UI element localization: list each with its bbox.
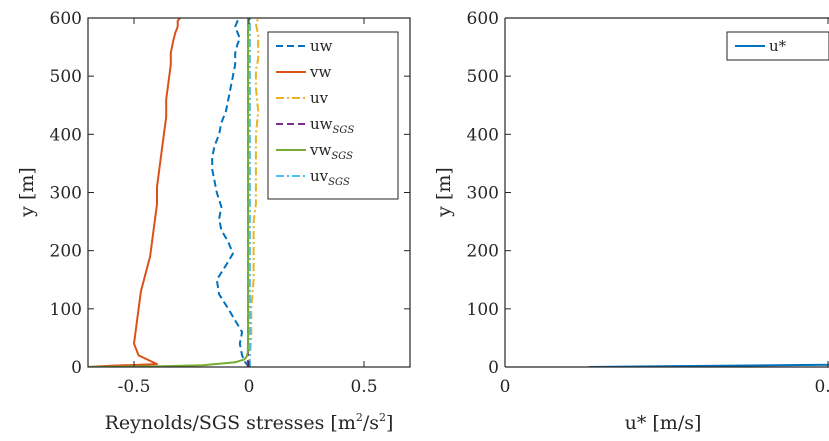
ustar-y-tick-label: 400: [467, 125, 499, 145]
stresses-chart: -0.5 0 0.5 0 100 200 300 400 500 600 y [m] Reynol…: [16, 9, 411, 434]
legend-label-u-star: u*: [769, 37, 787, 55]
series-line-vw: [88, 18, 181, 367]
stresses-legend: uw vw uv uwSGS vwSGS uvSGS: [267, 31, 399, 200]
ustar-y-tick-label: 100: [467, 300, 499, 320]
ustar-x-axis-label: u* [m/s]: [625, 412, 702, 434]
series-line-uv: [248, 18, 260, 367]
stresses-y-tick-label: 600: [50, 9, 82, 29]
stresses-y-tick-label: 200: [50, 242, 82, 262]
stresses-x-tick-label: 0.5: [350, 377, 377, 397]
ustar-y-tick-label: 600: [467, 9, 499, 29]
stresses-x-tick-label: 0: [244, 377, 255, 397]
stresses-series-layer: [88, 18, 260, 367]
ustar-y-tick-label: 300: [467, 184, 499, 204]
stresses-y-tick-label: 0: [71, 358, 82, 378]
stresses-y-tick-label: 300: [50, 184, 82, 204]
series-line-uw: [211, 18, 250, 367]
stresses-x-tick-label: -0.5: [118, 377, 151, 397]
ustar-axes-frame: [504, 17, 829, 368]
ustar-y-tick-label: 0: [488, 358, 499, 378]
series-line-u-star: [588, 363, 829, 367]
legend-label-uv: uv: [310, 89, 329, 107]
stresses-y-tick-label: 500: [50, 67, 82, 87]
legend-label-uw: uw: [310, 37, 333, 55]
stresses-y-tick-label: 400: [50, 125, 82, 145]
ustar-ticks-layer: 0 0.5 0 100 200 300 400 500 600: [467, 9, 829, 397]
ustar-series-layer: [588, 363, 829, 367]
stresses-ticks-layer: -0.5 0 0.5 0 100 200 300 400 500 600: [50, 9, 410, 397]
ustar-chart: 0 0.5 0 100 200 300 400 500 600 y [m] u* [m/s] u…: [433, 9, 829, 434]
ustar-legend-items: u*: [735, 37, 787, 55]
legend-label-uvsgs: uvSGS: [310, 167, 350, 188]
ustar-x-tick-label: 0: [500, 377, 511, 397]
ustar-y-tick-label: 500: [467, 67, 499, 87]
stresses-legend-items: uw vw uv uwSGS vwSGS uvSGS: [276, 37, 354, 188]
stresses-x-axis-label: Reynolds/SGS stresses [m2/s2]: [105, 411, 394, 434]
ustar-y-tick-label: 200: [467, 242, 499, 262]
series-line-vwsgs: [88, 18, 250, 367]
legend-label-vw: vw: [309, 63, 331, 81]
stresses-y-tick-label: 100: [50, 300, 82, 320]
legend-label-vwsgs: vwSGS: [309, 141, 353, 162]
stresses-y-axis-label: y [m]: [16, 167, 38, 218]
legend-label-uwsgs: uwSGS: [310, 115, 354, 136]
ustar-y-axis-label: y [m]: [433, 167, 455, 218]
ustar-legend: u*: [726, 31, 829, 61]
ustar-x-tick-label: 0.5: [814, 377, 829, 397]
stresses-legend-box: [267, 31, 399, 200]
